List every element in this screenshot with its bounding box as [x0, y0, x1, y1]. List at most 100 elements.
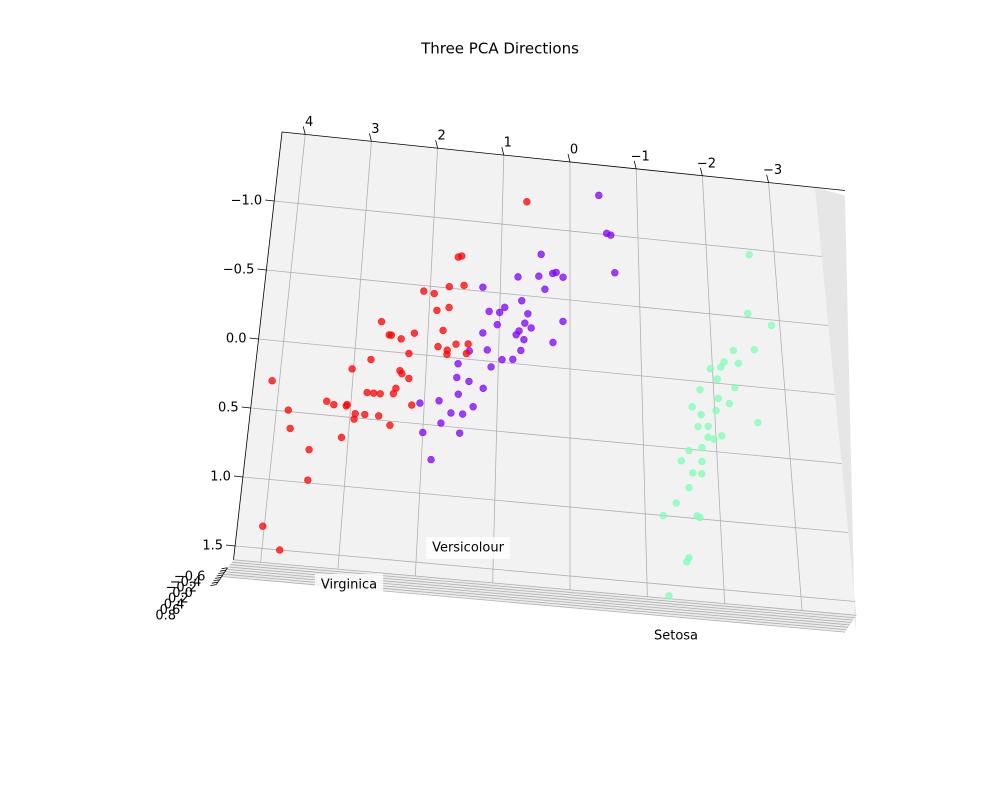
- point: [501, 303, 509, 312]
- point: [323, 397, 331, 405]
- point: [375, 412, 383, 420]
- z-tick-mark: [211, 581, 218, 584]
- point: [483, 346, 491, 354]
- point: [685, 446, 693, 455]
- point: [520, 335, 528, 344]
- point: [453, 373, 461, 382]
- grid-line: [233, 559, 857, 616]
- z-tick-label: −0.2: [166, 580, 198, 595]
- point: [595, 191, 603, 200]
- point: [416, 399, 424, 407]
- grid-line: [242, 476, 849, 533]
- point: [286, 424, 294, 433]
- point: [462, 349, 471, 358]
- point: [541, 285, 549, 293]
- y-tick-mark: [257, 268, 267, 271]
- point: [696, 386, 704, 394]
- point: [514, 273, 522, 281]
- point: [659, 511, 667, 520]
- point: [410, 329, 419, 337]
- point: [455, 429, 464, 437]
- point: [493, 320, 501, 329]
- point: [704, 433, 712, 441]
- point: [685, 483, 693, 492]
- point: [487, 363, 495, 371]
- point: [445, 303, 453, 312]
- point: [688, 403, 696, 411]
- point: [430, 289, 438, 298]
- point: [697, 410, 705, 419]
- point: [714, 394, 723, 403]
- z-tick-mark: [218, 572, 225, 574]
- z-tick-label: 0.8: [155, 608, 176, 623]
- point: [745, 250, 753, 259]
- point: [521, 319, 529, 327]
- label-box: [426, 537, 510, 559]
- z-tick-mark: [210, 584, 217, 586]
- back-pane: [233, 131, 857, 616]
- point: [549, 338, 557, 347]
- point: [268, 377, 276, 385]
- x-tick-label: −2: [697, 156, 716, 171]
- y-tick-label: 1.5: [202, 538, 223, 553]
- point: [744, 309, 752, 318]
- class-label: Versicolour: [426, 537, 510, 559]
- point: [460, 281, 468, 290]
- y-tick-mark: [233, 475, 243, 478]
- point: [433, 306, 441, 315]
- point: [518, 297, 526, 305]
- x-tick-mark: [501, 147, 505, 156]
- y-tick-mark: [265, 199, 275, 202]
- x-tick-mark: [435, 140, 438, 149]
- y-axis-line: [233, 131, 283, 560]
- z-tick-label: −0.4: [170, 575, 202, 590]
- grid-line: [702, 175, 726, 604]
- z-tick-mark: [213, 579, 220, 582]
- point: [734, 359, 743, 367]
- class-label: Setosa: [647, 625, 705, 647]
- point: [535, 272, 543, 280]
- point: [717, 363, 725, 371]
- grid-line: [768, 182, 803, 611]
- x-tick-label: 0: [570, 143, 578, 158]
- x-tick-label: 1: [504, 136, 512, 151]
- grid-line: [492, 155, 505, 583]
- point: [348, 365, 356, 373]
- point: [439, 326, 447, 335]
- point: [350, 415, 358, 423]
- label-text: Versicolour: [432, 541, 505, 556]
- z-tick-mark: [221, 567, 228, 570]
- label-text: Virginica: [321, 578, 377, 593]
- point: [363, 388, 371, 397]
- x-tick-mark: [302, 126, 306, 135]
- point: [330, 400, 338, 409]
- y-tick-label: −1.0: [231, 193, 263, 208]
- point: [767, 321, 776, 330]
- label-text: Setosa: [654, 629, 698, 644]
- grid-line: [235, 545, 855, 602]
- class-label: Virginica: [314, 574, 384, 596]
- point: [689, 469, 697, 477]
- point: [469, 403, 477, 411]
- point: [694, 422, 702, 431]
- point: [754, 419, 762, 427]
- point: [729, 346, 738, 355]
- x-tick-mark: [369, 133, 372, 142]
- point: [420, 287, 428, 295]
- point: [367, 355, 375, 364]
- z-tick-mark: [215, 576, 222, 579]
- point: [454, 360, 462, 368]
- point: [419, 428, 427, 437]
- grid-line: [258, 338, 835, 395]
- point: [665, 592, 673, 600]
- point: [523, 198, 531, 206]
- point: [537, 250, 545, 259]
- point: [369, 389, 378, 397]
- label-box: [647, 625, 705, 647]
- grid-line: [635, 168, 648, 597]
- point: [696, 513, 704, 522]
- grid-line: [260, 134, 306, 563]
- point: [713, 375, 721, 383]
